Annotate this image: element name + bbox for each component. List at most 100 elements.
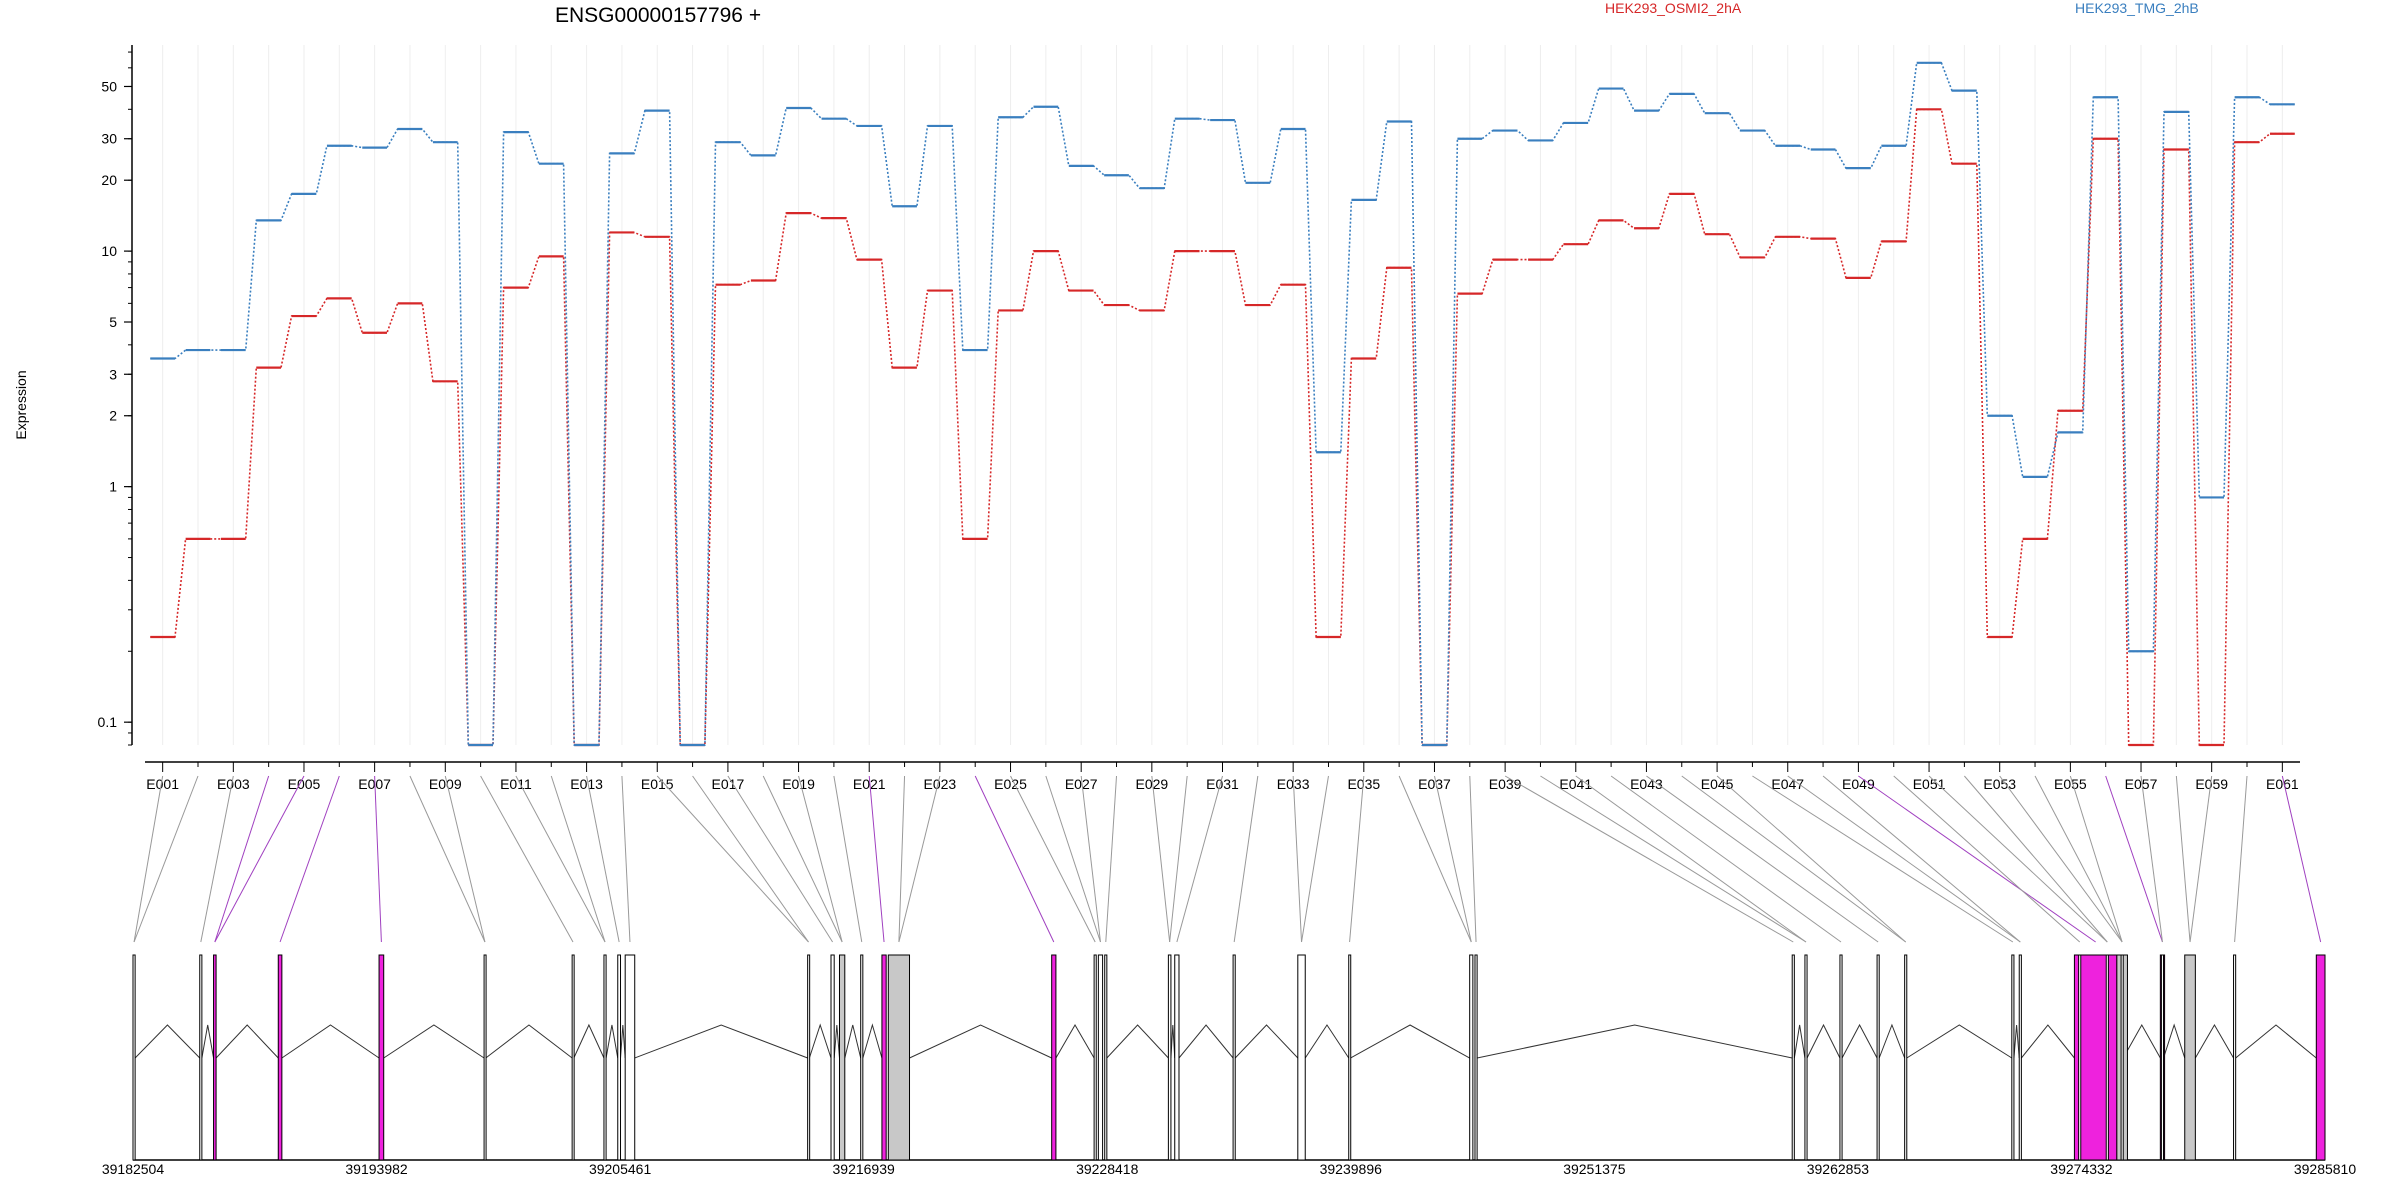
coordinate-label: 39216939 (833, 1161, 896, 1177)
intron-line (605, 1024, 619, 1059)
exon-connector (1928, 775, 2108, 943)
intron-line (844, 1024, 862, 1059)
intron-line (485, 1024, 573, 1059)
x-tick-label: E029 (1135, 776, 1168, 792)
x-tick-label: E057 (2125, 776, 2158, 792)
exon-connector (2140, 775, 2163, 943)
exon-connector (868, 775, 885, 943)
coordinate-label: 39239896 (1320, 1161, 1383, 1177)
exon-connector (898, 775, 941, 943)
x-tick-label: E035 (1347, 776, 1380, 792)
x-tick-label: E021 (853, 776, 886, 792)
intron-line (1841, 1023, 1878, 1059)
exon-block (1876, 954, 1880, 1161)
exon-block (277, 954, 283, 1161)
intron-line (2194, 1024, 2234, 1059)
coordinate-label: 39193982 (345, 1161, 408, 1177)
exon-connector (214, 775, 305, 943)
y-axis-label: Expression (13, 370, 29, 439)
exon-connector (1504, 775, 1794, 943)
y-tick-label: 3 (109, 366, 117, 382)
exon-block (213, 954, 217, 1161)
intron-line (2122, 1023, 2161, 1059)
intron-line (634, 1024, 808, 1059)
exon-connector (762, 775, 843, 943)
intron-line (833, 1024, 840, 1059)
coordinate-label: 39205461 (589, 1161, 652, 1177)
exon-block (1093, 954, 1097, 1161)
x-tick-label: E017 (712, 776, 745, 792)
x-tick-label: E045 (1701, 776, 1734, 792)
legend-entry-series-2: HEK293_TMG_2hB (2075, 0, 2199, 16)
exon-block (2018, 954, 2022, 1161)
x-tick-label: E015 (641, 776, 674, 792)
exon-connector (1752, 775, 2014, 943)
exon-block (1174, 954, 1180, 1161)
exon-connector (2069, 775, 2123, 943)
exon-block (838, 954, 846, 1161)
exon-connector (550, 775, 606, 943)
intron-line (620, 1024, 626, 1059)
y-tick-label: 0.1 (98, 714, 118, 730)
exon-connector (1999, 775, 2123, 943)
x-tick-label: E009 (429, 776, 462, 792)
exon-block (1167, 954, 1172, 1161)
exon-connector (1610, 775, 1842, 943)
intron-line (2235, 1024, 2317, 1059)
exon-connector (692, 775, 809, 943)
exon-connector (1433, 775, 1472, 943)
exon-block (887, 954, 911, 1161)
exon-block (1904, 954, 1908, 1161)
intron-line (383, 1024, 485, 1059)
coordinate-label: 39274332 (2050, 1161, 2113, 1177)
exon-connector (279, 775, 340, 943)
exon-block (603, 954, 607, 1161)
exon-connector (1080, 775, 1101, 943)
exon-connector (409, 775, 486, 943)
intron-line (1906, 1024, 2013, 1059)
exon-block (1297, 954, 1306, 1161)
y-tick-label: 1 (109, 479, 117, 495)
exon-connector (1349, 775, 1365, 943)
exon-connector (974, 775, 1055, 943)
exon-block (1804, 954, 1808, 1161)
chart-title: ENSG00000157796 + (555, 4, 761, 27)
x-tick-label: E059 (2195, 776, 2228, 792)
x-tick-label: E041 (1559, 776, 1592, 792)
exon-connector (1169, 775, 1188, 943)
exon-connector (656, 775, 809, 943)
x-tick-label: E031 (1206, 776, 1239, 792)
x-tick-label: E019 (782, 776, 815, 792)
intron-line (909, 1024, 1052, 1059)
exon-connector (1398, 775, 1472, 943)
legend-entry-series-1: HEK293_OSMI2_2hA (1605, 0, 1742, 16)
exon-connector (133, 775, 164, 943)
exon-connector (1575, 775, 1807, 943)
exon-connector (1301, 775, 1329, 943)
exon-block (571, 954, 575, 1161)
x-tick-label: E011 (500, 776, 532, 792)
y-tick-label: 50 (101, 78, 117, 94)
x-tick-label: E025 (994, 776, 1027, 792)
exon-block (2078, 954, 2082, 1161)
exon-connector (1787, 775, 2021, 943)
exon-connector (1646, 775, 1879, 943)
intron-line (1793, 1024, 1806, 1059)
intron-line (281, 1024, 380, 1059)
intron-line (201, 1024, 215, 1059)
exon-connector (1469, 775, 1477, 943)
intron-line (2163, 1023, 2186, 1059)
exon-connector (1858, 775, 2096, 943)
exon-connector (1893, 775, 2081, 943)
exon-connector (1964, 775, 2108, 943)
intron-line (1234, 1024, 1299, 1059)
exon-connector (480, 775, 574, 943)
x-tick-label: E051 (1913, 776, 1946, 792)
coordinate-label: 39228418 (1076, 1161, 1139, 1177)
exon-connector-lines (133, 775, 2322, 943)
exon-connector (2034, 775, 2123, 943)
x-tick-label: E039 (1489, 776, 1522, 792)
exon-connector (2175, 775, 2191, 943)
